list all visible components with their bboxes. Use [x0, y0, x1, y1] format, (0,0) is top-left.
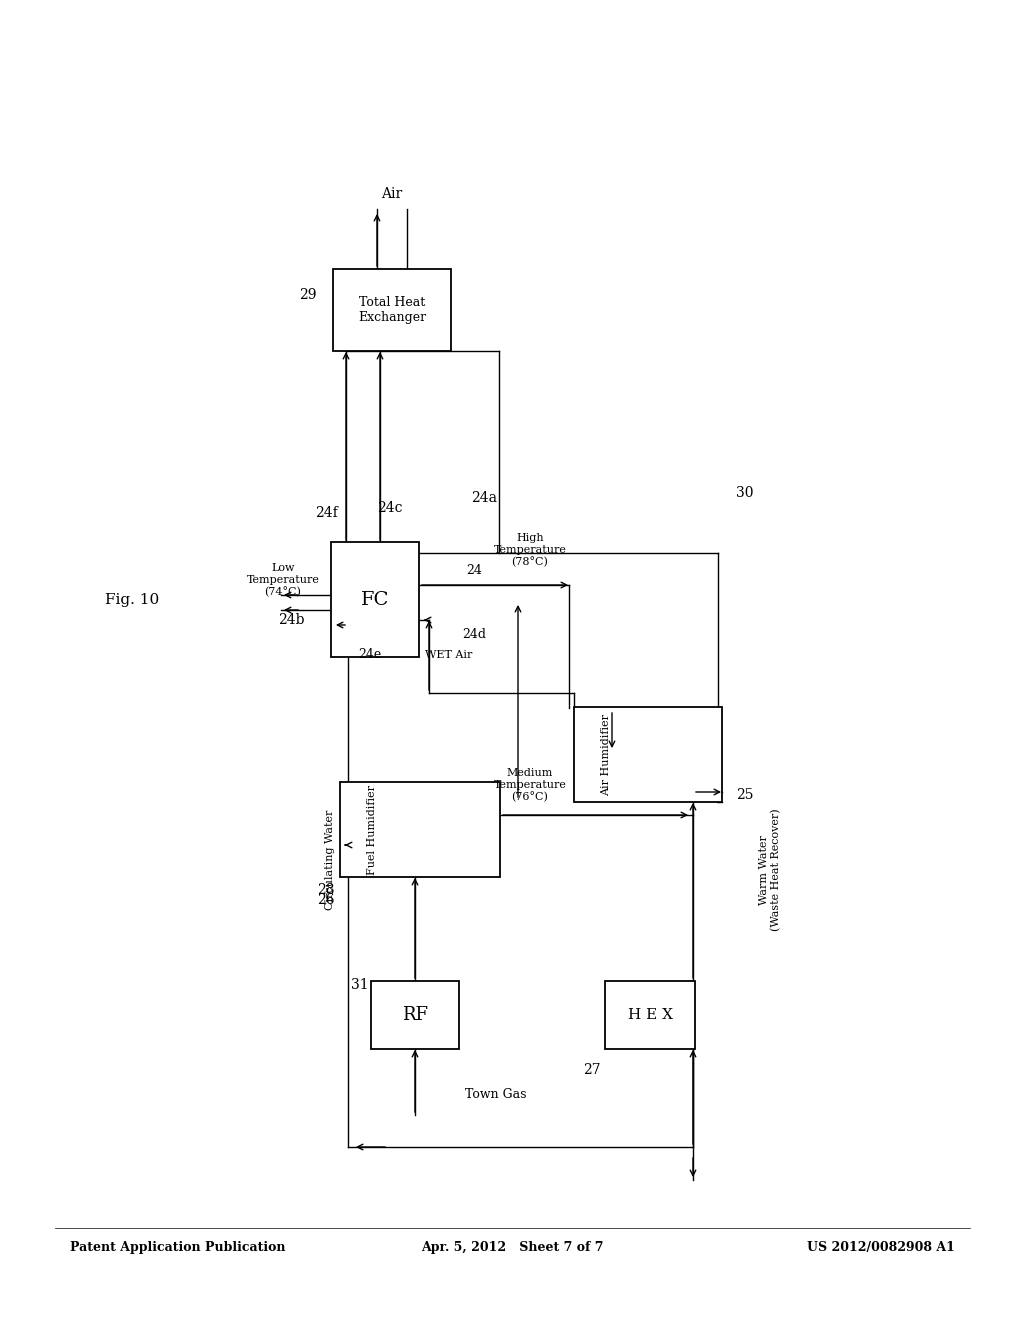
- Text: Total Heat
Exchanger: Total Heat Exchanger: [358, 296, 426, 323]
- Text: 25: 25: [736, 788, 754, 803]
- Bar: [574, 708, 722, 803]
- Text: Fig. 10: Fig. 10: [105, 593, 160, 607]
- Text: Apr. 5, 2012   Sheet 7 of 7: Apr. 5, 2012 Sheet 7 of 7: [421, 1242, 603, 1254]
- Text: Air: Air: [381, 187, 402, 201]
- Text: RF: RF: [402, 1006, 428, 1024]
- Bar: [331, 543, 419, 657]
- Text: 29: 29: [299, 288, 316, 302]
- Text: 24e: 24e: [358, 648, 381, 661]
- Text: 27: 27: [584, 1063, 601, 1077]
- Text: Patent Application Publication: Patent Application Publication: [70, 1242, 286, 1254]
- Text: Warm Water
(Waste Heat Recover): Warm Water (Waste Heat Recover): [759, 809, 781, 932]
- Text: 26: 26: [317, 894, 335, 907]
- Text: US 2012/0082908 A1: US 2012/0082908 A1: [807, 1242, 955, 1254]
- Text: Circulating Water: Circulating Water: [325, 809, 335, 911]
- Text: 30: 30: [736, 486, 754, 500]
- Text: 24f: 24f: [314, 506, 337, 520]
- Text: 31: 31: [351, 978, 369, 993]
- Bar: [340, 781, 500, 876]
- Text: 28: 28: [317, 883, 335, 898]
- Text: Fuel Humidifier: Fuel Humidifier: [367, 785, 377, 875]
- Text: 24: 24: [466, 564, 482, 577]
- Text: FC: FC: [360, 591, 389, 609]
- Bar: [371, 981, 459, 1049]
- Text: High
Temperature
(78°C): High Temperature (78°C): [494, 533, 566, 568]
- Bar: [333, 269, 451, 351]
- Text: Medium
Temperature
(76°C): Medium Temperature (76°C): [494, 768, 566, 803]
- Text: WET Air: WET Air: [425, 649, 473, 660]
- Text: 24b: 24b: [278, 612, 304, 627]
- Text: 24a: 24a: [471, 491, 497, 506]
- Text: Low
Temperature
(74°C): Low Temperature (74°C): [247, 564, 319, 597]
- Bar: [605, 981, 695, 1049]
- Text: H E X: H E X: [628, 1008, 673, 1022]
- Text: 24d: 24d: [462, 628, 486, 642]
- Text: 24c: 24c: [377, 502, 402, 515]
- Text: Town Gas: Town Gas: [465, 1089, 526, 1101]
- Text: Air Humidifier: Air Humidifier: [601, 714, 611, 796]
